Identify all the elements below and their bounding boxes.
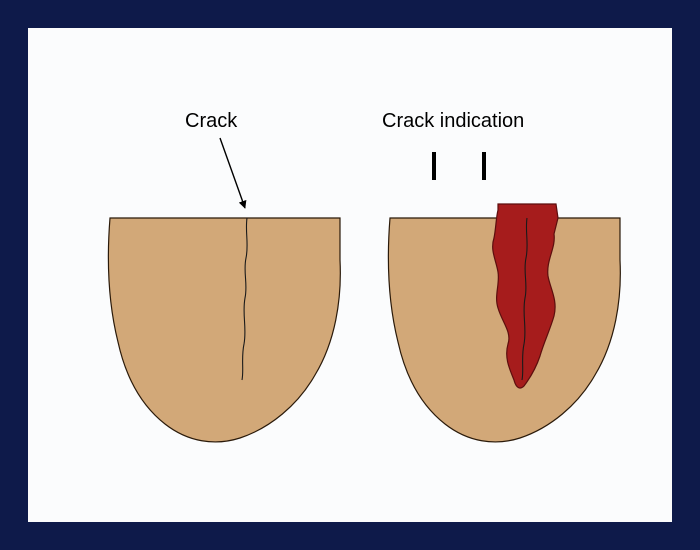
diagram-svg: [28, 28, 672, 522]
diagram-panel: Crack Crack indication: [28, 28, 672, 522]
arrow-to-crack: [220, 138, 245, 208]
diagram-frame: Crack Crack indication: [0, 0, 700, 550]
sample-shape-left: [108, 218, 340, 442]
